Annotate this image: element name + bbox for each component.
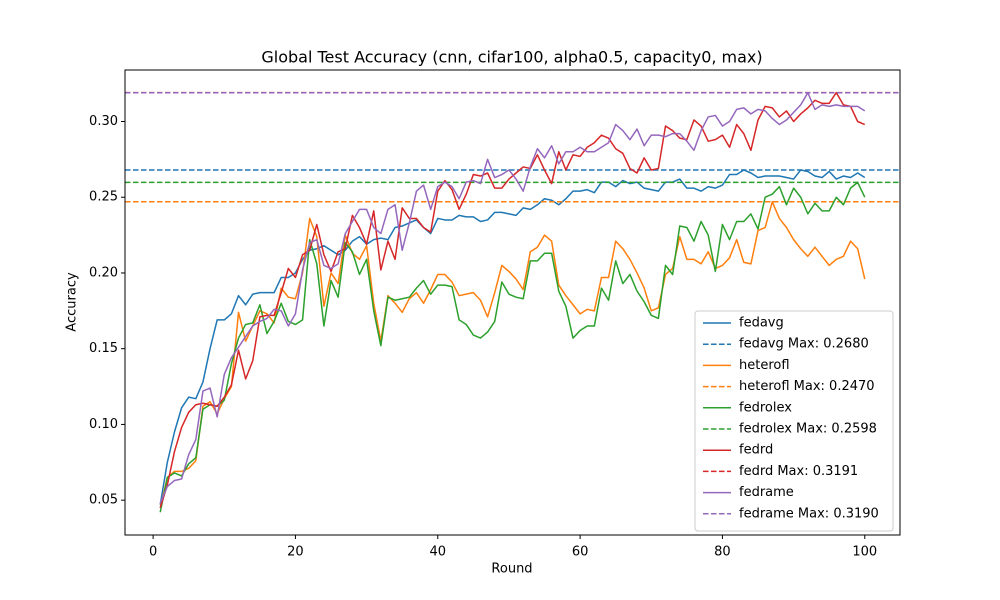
x-tick-label: 40 [430,545,447,560]
legend-label: fedavg Max: 0.2680 [739,337,869,352]
series-line [159,181,866,513]
y-axis-label: Accuracy [65,272,80,332]
legend-label: fedrame [739,485,794,500]
chart-title: Global Test Accuracy (cnn, cifar100, alp… [261,48,762,67]
legend-label: fedavg [739,316,784,331]
legend-label: fedrame Max: 0.3190 [739,506,879,521]
y-tick-label: 0.10 [89,417,118,432]
legend-label: heterofl [739,358,790,373]
legend-label: fedrolex [739,400,792,415]
axes-frame [124,69,901,536]
x-axis-label: Round [491,562,532,577]
legend-label: fedrd [739,443,773,458]
x-tick-label: 20 [287,545,304,560]
legend-box [694,310,894,532]
x-tick-label: 0 [149,545,157,560]
y-tick-label: 0.15 [89,341,118,356]
series-line [159,91,866,504]
legend-label: heterofl Max: 0.2470 [739,379,875,394]
y-tick-label: 0.30 [89,114,118,129]
y-tick-label: 0.05 [89,493,118,508]
x-tick-label: 80 [714,545,731,560]
series-line [159,91,866,508]
y-tick-label: 0.25 [89,190,118,205]
legend-label: fedrolex Max: 0.2598 [739,422,877,437]
legend-label: fedrd Max: 0.3191 [739,464,858,479]
y-tick-label: 0.20 [89,265,118,280]
x-tick-label: 100 [852,545,877,560]
series-line [159,169,866,505]
x-tick-label: 60 [572,545,589,560]
